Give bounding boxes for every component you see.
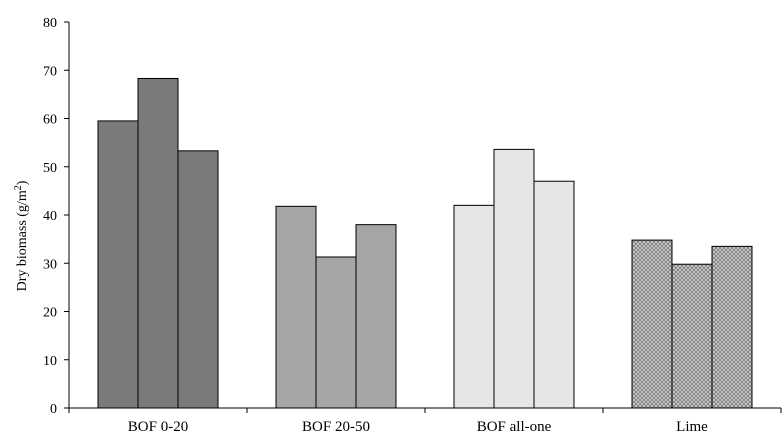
bars: [97, 77, 753, 409]
y-axis: 0 10 20 30 40 50 60 70 80: [43, 16, 70, 417]
y-tick-label: 30: [43, 257, 57, 272]
bar: [97, 120, 139, 409]
y-axis-title: Dry biomass (g/m2): [13, 180, 30, 291]
bar: [275, 205, 317, 409]
bar: [493, 148, 535, 409]
x-category-label: BOF all-one: [477, 419, 552, 435]
bar: [671, 263, 713, 409]
y-tick-label: 50: [43, 161, 57, 176]
x-axis: BOF 0-20 BOF 20-50 BOF all-one Lime: [68, 407, 782, 435]
y-tick-label: 60: [43, 113, 57, 128]
bar: [177, 150, 219, 409]
bar: [137, 77, 179, 409]
x-category-label: BOF 20-50: [302, 419, 370, 435]
bar: [355, 224, 397, 409]
y-tick-label: 20: [43, 306, 57, 321]
bar: [315, 256, 357, 409]
bar: [453, 204, 495, 409]
x-category-label: BOF 0-20: [128, 419, 188, 435]
y-tick-label: 70: [43, 64, 57, 79]
y-tick-label: 80: [43, 16, 57, 31]
bar: [631, 239, 673, 409]
bar: [711, 245, 753, 409]
bar: [533, 180, 575, 409]
y-tick-label: 0: [50, 402, 57, 417]
y-tick-label: 10: [43, 354, 57, 369]
y-tick-label: 40: [43, 209, 57, 224]
x-category-label: Lime: [676, 419, 708, 435]
